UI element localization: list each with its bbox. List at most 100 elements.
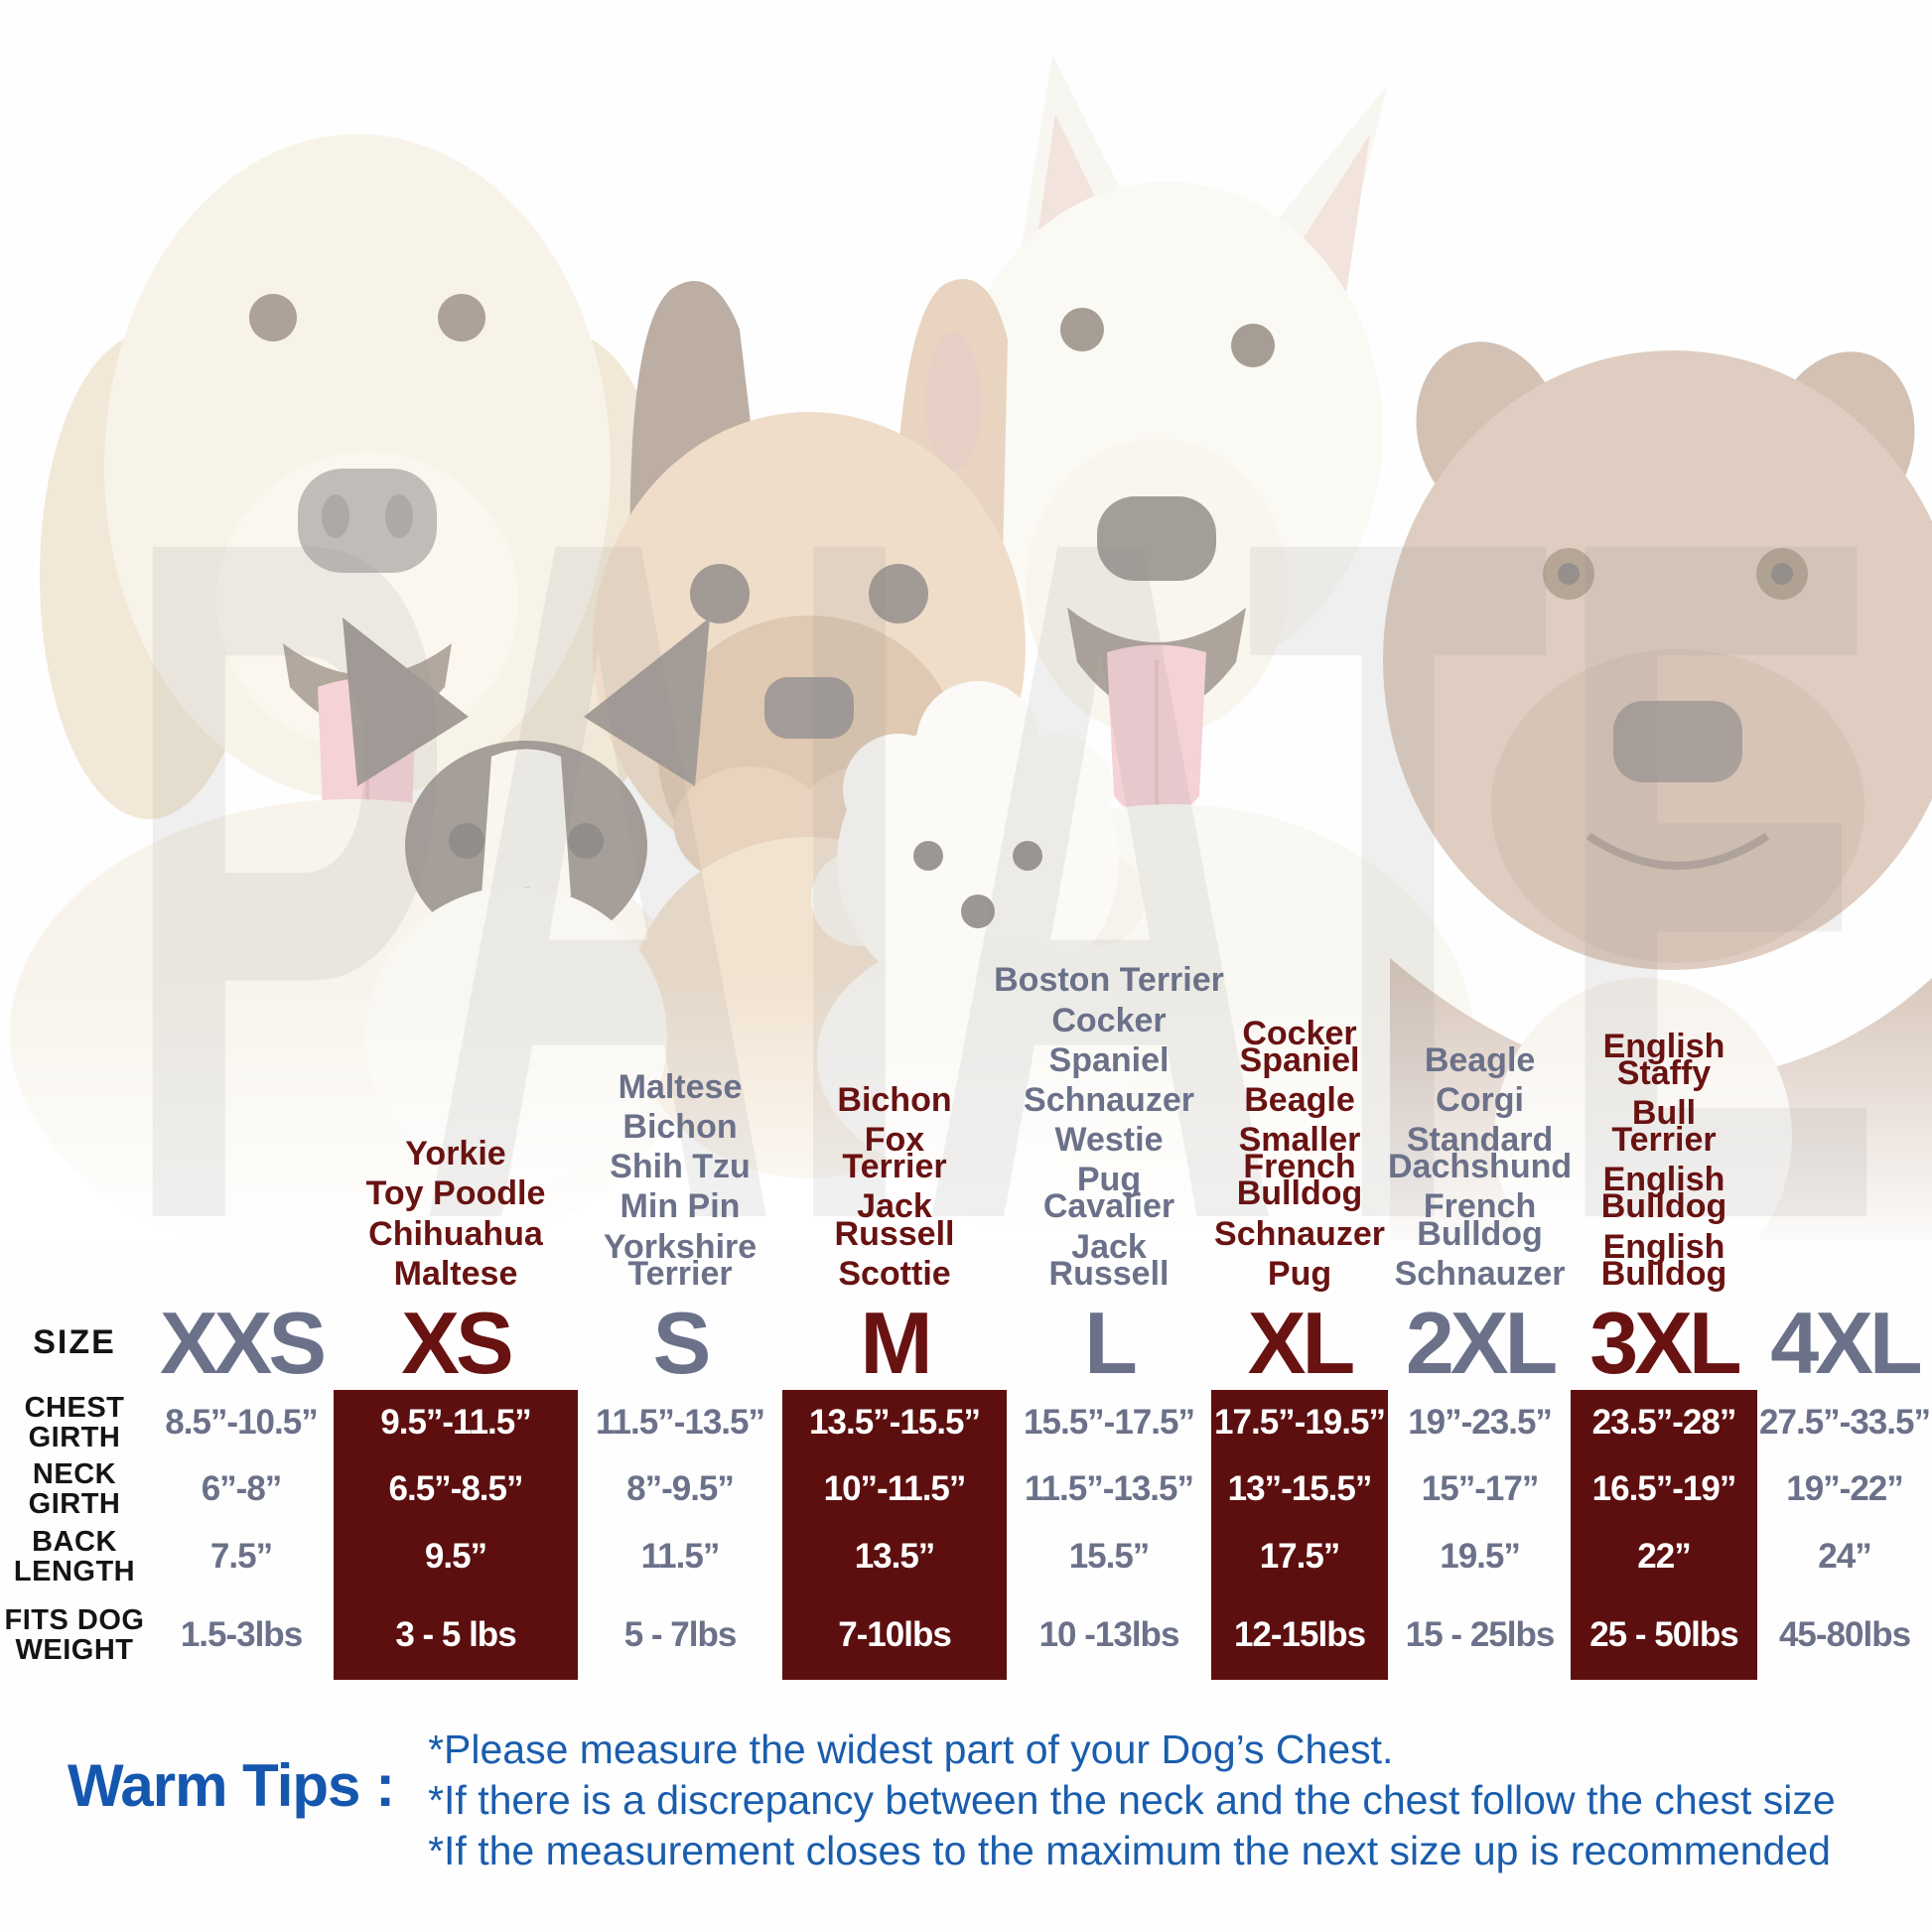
breed-name: Fox Terrier <box>842 1121 947 1186</box>
breed-name: Cocker <box>1051 1001 1167 1039</box>
warm-tip-line: *If the measurement closes to the maximu… <box>428 1827 1831 1873</box>
column-s: Maltese Bichon Shih Tzu Min Pin Yorkshire Te… <box>578 968 782 1680</box>
breed-name: Spaniel <box>1048 1040 1170 1079</box>
weight-s: 5 - 7lbs <box>623 1615 738 1654</box>
breed-name: Scottie <box>838 1254 951 1293</box>
breed-name: English Bulldog <box>1600 1227 1727 1293</box>
breed-name: Bull Terrier <box>1611 1093 1717 1160</box>
back-length-m: 13.5” <box>782 1523 1007 1590</box>
breed-list-xs: Yorkie Toy Poodle Chihuahua Maltese <box>309 968 602 1296</box>
breed-name: Pug <box>1267 1254 1332 1293</box>
breed-name: Yorkshire Terrier <box>603 1227 758 1293</box>
neck-girth-l: 11.5”-13.5” <box>1025 1469 1194 1508</box>
breed-list-s: Maltese Bichon Shih Tzu Min Pin Yorkshire Te… <box>557 968 802 1296</box>
column-3xl: English Staffy Bull Terrier English Bulldo… <box>1571 968 1757 1680</box>
back-length-xs: 9.5” <box>334 1523 578 1590</box>
neck-girth-m: 10”-11.5” <box>782 1455 1007 1523</box>
breed-name: French Bulldog <box>1417 1187 1543 1253</box>
neck-girth-s: 8”-9.5” <box>626 1469 735 1508</box>
column-l: Boston Terrier Cocker Spaniel Schnauzer West… <box>994 963 1224 1680</box>
column-4xl: 4XL 27.5”-33.5” 19”-22” 24” 45-80lbs <box>1757 968 1932 1680</box>
dog-photo-collage: PAIATE <box>0 55 1932 1241</box>
breed-name: Min Pin <box>620 1187 741 1226</box>
breed-list-2xl: Beagle Corgi Standard Dachshund French Bull… <box>1370 968 1590 1296</box>
size-chart-table: SIZE CHEST GIRTH NECK GIRTH BACK LENGTH … <box>0 963 1932 1680</box>
breed-name: Toy Poodle <box>365 1174 546 1213</box>
breed-name: Maltese <box>393 1254 518 1293</box>
breed-name: Pug Cavalier <box>1042 1161 1175 1226</box>
breed-name: Cocker Spaniel <box>1239 1014 1360 1079</box>
weight-2xl: 15 - 25lbs <box>1405 1615 1556 1654</box>
row-label-size: SIZE <box>33 1322 116 1361</box>
breed-name: Smaller French Bulldog <box>1236 1121 1363 1213</box>
back-length-s: 11.5” <box>640 1537 721 1576</box>
warm-tip-line: *If there is a discrepancy between the n… <box>428 1776 1836 1823</box>
size-label-xs: XS <box>401 1293 513 1392</box>
breed-list-m: Bichon Fox Terrier Jack Russell Scottie <box>759 968 1029 1296</box>
neck-girth-xs: 6.5”-8.5” <box>334 1455 578 1523</box>
chest-girth-xl: 17.5”-19.5” <box>1211 1390 1388 1455</box>
column-m: Bichon Fox Terrier Jack Russell Scottie M 1… <box>782 968 1007 1680</box>
neck-girth-2xl: 15”-17” <box>1421 1469 1540 1508</box>
weight-l: 10 -13lbs <box>1038 1615 1180 1654</box>
breed-list-3xl: English Staffy Bull Terrier English Bulldo… <box>1552 968 1776 1296</box>
column-xl: Cocker Spaniel Beagle Smaller French Bulld… <box>1211 968 1388 1680</box>
weight-xl: 12-15lbs <box>1211 1590 1388 1680</box>
warm-tips-section: Warm Tips : *Please measure the widest p… <box>68 1726 1920 1874</box>
back-length-xl: 17.5” <box>1211 1523 1388 1590</box>
breed-name: Shih Tzu <box>610 1148 751 1186</box>
breed-name: Bichon <box>622 1108 738 1147</box>
breed-name: Chihuahua <box>368 1214 543 1253</box>
back-length-3xl: 22” <box>1571 1523 1757 1590</box>
back-length-4xl: 24” <box>1818 1537 1871 1576</box>
weight-xxs: 1.5-3lbs <box>180 1615 303 1654</box>
breed-name: Bichon <box>837 1080 952 1119</box>
warm-tips-label: Warm Tips : <box>68 1752 395 1819</box>
row-label-neck-girth: NECK GIRTH <box>28 1457 121 1520</box>
chest-girth-m: 13.5”-15.5” <box>782 1390 1007 1455</box>
breed-list-xl: Cocker Spaniel Beagle Smaller French Bulld… <box>1193 968 1406 1296</box>
size-label-xl: XL <box>1247 1293 1355 1392</box>
breed-name: English Staffy <box>1602 1027 1725 1092</box>
chest-girth-xxs: 8.5”-10.5” <box>165 1403 318 1442</box>
neck-girth-4xl: 19”-22” <box>1786 1469 1904 1508</box>
breed-name: Jack Russell <box>1048 1227 1170 1293</box>
neck-girth-3xl: 16.5”-19” <box>1571 1455 1757 1523</box>
chest-girth-3xl: 23.5”-28” <box>1571 1390 1757 1455</box>
chest-girth-2xl: 19”-23.5” <box>1408 1403 1553 1442</box>
size-label-l: L <box>1084 1293 1138 1392</box>
chest-girth-xs: 9.5”-11.5” <box>334 1390 578 1455</box>
size-label-2xl: 2XL <box>1405 1293 1558 1392</box>
size-label-4xl: 4XL <box>1770 1293 1922 1392</box>
breed-name: English Bulldog <box>1600 1161 1727 1226</box>
breed-name: Corgi <box>1436 1080 1524 1119</box>
breed-name: Beagle <box>1244 1080 1355 1119</box>
weight-4xl: 45-80lbs <box>1778 1615 1911 1654</box>
size-label-m: M <box>860 1293 932 1392</box>
breed-name: Schnauzer <box>1394 1254 1566 1293</box>
breed-name: Yorkie <box>405 1135 506 1173</box>
chest-girth-s: 11.5”-13.5” <box>596 1403 765 1442</box>
back-length-2xl: 19.5” <box>1440 1537 1521 1576</box>
breed-name: Standard Dachshund <box>1388 1121 1573 1186</box>
breed-name: Jack Russell <box>834 1187 955 1253</box>
chest-girth-l: 15.5”-17.5” <box>1024 1403 1195 1442</box>
row-label-weight: FITS DOG WEIGHT <box>4 1603 145 1666</box>
breed-name: Boston Terrier <box>994 961 1224 1000</box>
column-2xl: Beagle Corgi Standard Dachshund French Bull… <box>1388 968 1572 1680</box>
weight-xs: 3 - 5 lbs <box>334 1590 578 1680</box>
column-xs: Yorkie Toy Poodle Chihuahua Maltese XS 9.5”… <box>334 968 578 1680</box>
size-label-s: S <box>652 1293 712 1392</box>
neck-girth-xl: 13”-15.5” <box>1211 1455 1388 1523</box>
back-length-xxs: 7.5” <box>209 1537 273 1576</box>
breed-name: Maltese <box>618 1067 743 1106</box>
weight-3xl: 25 - 50lbs <box>1571 1590 1757 1680</box>
breed-name: Schnauzer <box>1024 1080 1194 1119</box>
breed-list-4xl <box>1739 968 1932 1296</box>
back-length-l: 15.5” <box>1068 1537 1151 1576</box>
warm-tip-line: *Please measure the widest part of your … <box>428 1726 1394 1772</box>
watermark-text: PAIATE <box>119 336 1886 1241</box>
breed-list-l: Boston Terrier Cocker Spaniel Schnauzer West… <box>986 961 1231 1296</box>
chest-girth-4xl: 27.5”-33.5” <box>1759 1403 1931 1442</box>
warm-tips-list: *Please measure the widest part of your … <box>428 1726 1836 1874</box>
